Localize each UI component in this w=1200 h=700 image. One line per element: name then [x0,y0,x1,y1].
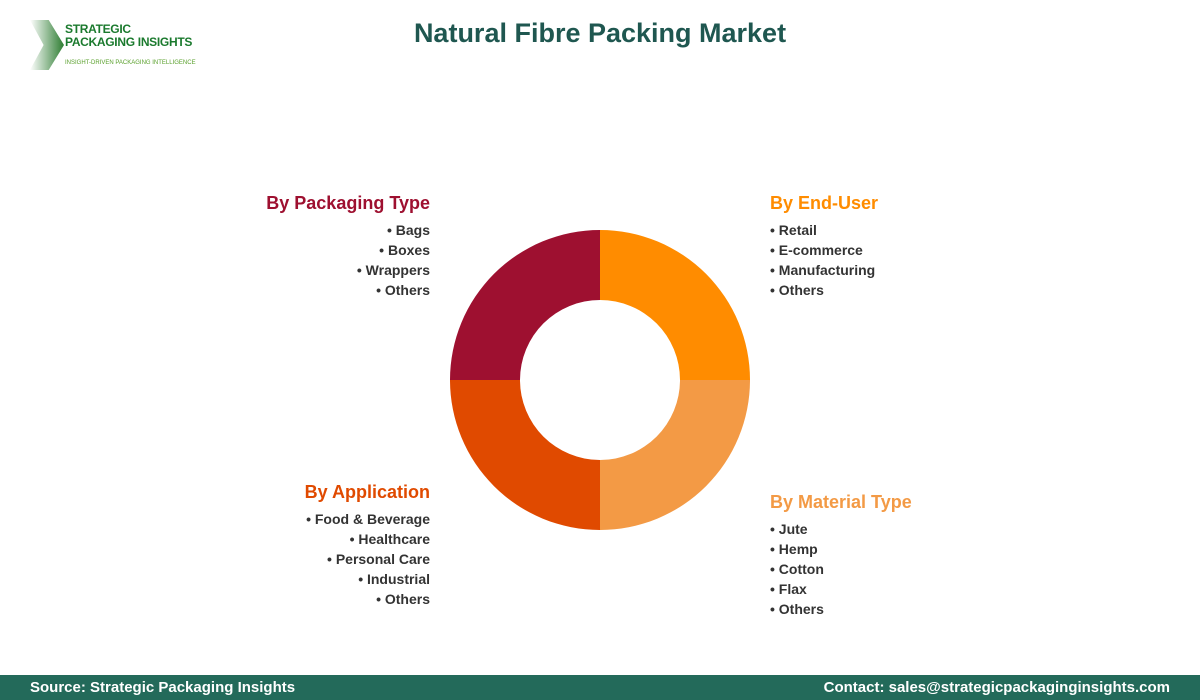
logo-line1: STRATEGIC [65,22,131,36]
segment-material-type: By Material Type • Jute • Hemp • Cotton • F… [770,492,912,619]
segment-item: • Jute [770,521,808,537]
segment-item: • Others [770,282,824,298]
segment-item: • Wrappers [356,262,430,278]
segment-item: • Bags [386,222,430,238]
segment-item: • Boxes [379,242,430,258]
slice-end-user [600,230,750,380]
segment-item-label: Personal Care [335,551,430,567]
segment-item: • Manufacturing [770,262,876,278]
logo-line2: PACKAGING INSIGHTS [65,35,193,49]
segment-item-label: Bags [395,222,430,238]
segment-item-label: Others [778,282,824,298]
segment-item-label: Retail [778,222,817,238]
segment-item: • E-commerce [770,242,863,258]
segment-item: • Others [770,601,824,617]
segment-item: • Flax [770,581,807,597]
segment-item: • Food & Beverage [306,511,430,527]
segment-item: • Hemp [770,541,818,557]
footer: Source: Strategic Packaging Insights Con… [0,675,1200,700]
segment-item-label: Food & Beverage [314,511,430,527]
segment-item-label: Manufacturing [778,262,876,278]
segment-item: • Healthcare [349,531,430,547]
segment-item: • Cotton [770,561,824,577]
segment-item-label: Wrappers [365,262,430,278]
segment-item: • Others [376,282,430,298]
segment-item-label: E-commerce [778,242,863,258]
page-title: Natural Fibre Packing Market [413,18,787,48]
slice-material-type [600,380,750,530]
segment-item-label: Jute [778,521,808,537]
logo-tagline: INSIGHT-DRIVEN PACKAGING INTELLIGENCE [65,60,196,66]
segment-title: By Packaging Type [266,193,430,213]
logo: STRATEGIC PACKAGING INSIGHTS INSIGHT-DRIV… [30,18,200,73]
segment-title: By Application [304,482,430,502]
segment-item-label: Others [778,601,824,617]
segment-item-label: Hemp [778,541,818,557]
slice-packaging-type [450,230,600,380]
segment-item-label: Flax [778,581,807,597]
segment-item: • Others [376,591,430,607]
slice-application [450,380,600,530]
segment-item-label: Boxes [387,242,430,258]
segment-item-label: Industrial [366,571,430,587]
segment-item-label: Healthcare [358,531,430,547]
segment-item-label: Others [384,591,430,607]
segment-packaging-type: By Packaging Type • Bags • Boxes • Wrapper… [266,193,430,300]
segment-item: • Industrial [358,571,430,587]
segment-title: By End-User [770,193,879,213]
footer-contact: Contact: sales@strategicpackaginginsight… [823,679,1170,696]
segment-end-user: By End-User • Retail • E-commerce • Manufa… [770,193,878,300]
segment-item: • Retail [770,222,817,238]
segment-item-label: Others [384,282,430,298]
segment-application: By Application • Food & Beverage • Health… [305,482,430,609]
segment-title: By Material Type [770,492,912,512]
footer-source: Source: Strategic Packaging Insights [30,679,296,696]
segment-item-label: Cotton [778,561,824,577]
segment-item: • Personal Care [327,551,430,567]
